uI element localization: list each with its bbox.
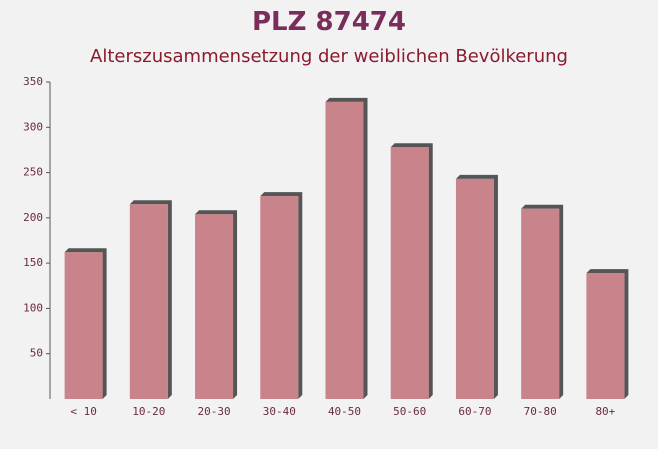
y-tick-label: 350 [23, 75, 43, 88]
y-tick-label: 50 [30, 347, 43, 360]
bar [64, 252, 103, 399]
bar [260, 196, 299, 399]
x-tick-label: 50-60 [393, 405, 426, 418]
chart-subtitle: Alterszusammensetzung der weiblichen Bev… [90, 46, 568, 67]
x-tick-label: 40-50 [328, 405, 361, 418]
y-tick-label: 300 [23, 120, 43, 133]
bar [586, 273, 625, 399]
bar [521, 208, 560, 399]
x-tick-label: 60-70 [458, 405, 491, 418]
bar [390, 147, 429, 399]
x-tick-label: 70-80 [524, 405, 557, 418]
bar [195, 214, 234, 399]
x-tick-label: 10-20 [132, 405, 165, 418]
x-tick-label: 30-40 [263, 405, 296, 418]
y-tick-label: 250 [23, 166, 43, 179]
chart-title: PLZ 87474 [252, 7, 406, 37]
y-tick-label: 150 [23, 256, 43, 269]
x-tick-label: 80+ [595, 405, 615, 418]
y-tick-label: 100 [23, 301, 43, 314]
bar [455, 178, 494, 399]
bar [129, 204, 168, 399]
bar [325, 101, 364, 399]
y-tick-label: 200 [23, 211, 43, 224]
x-tick-label: < 10 [70, 405, 97, 418]
x-tick-label: 20-30 [197, 405, 230, 418]
